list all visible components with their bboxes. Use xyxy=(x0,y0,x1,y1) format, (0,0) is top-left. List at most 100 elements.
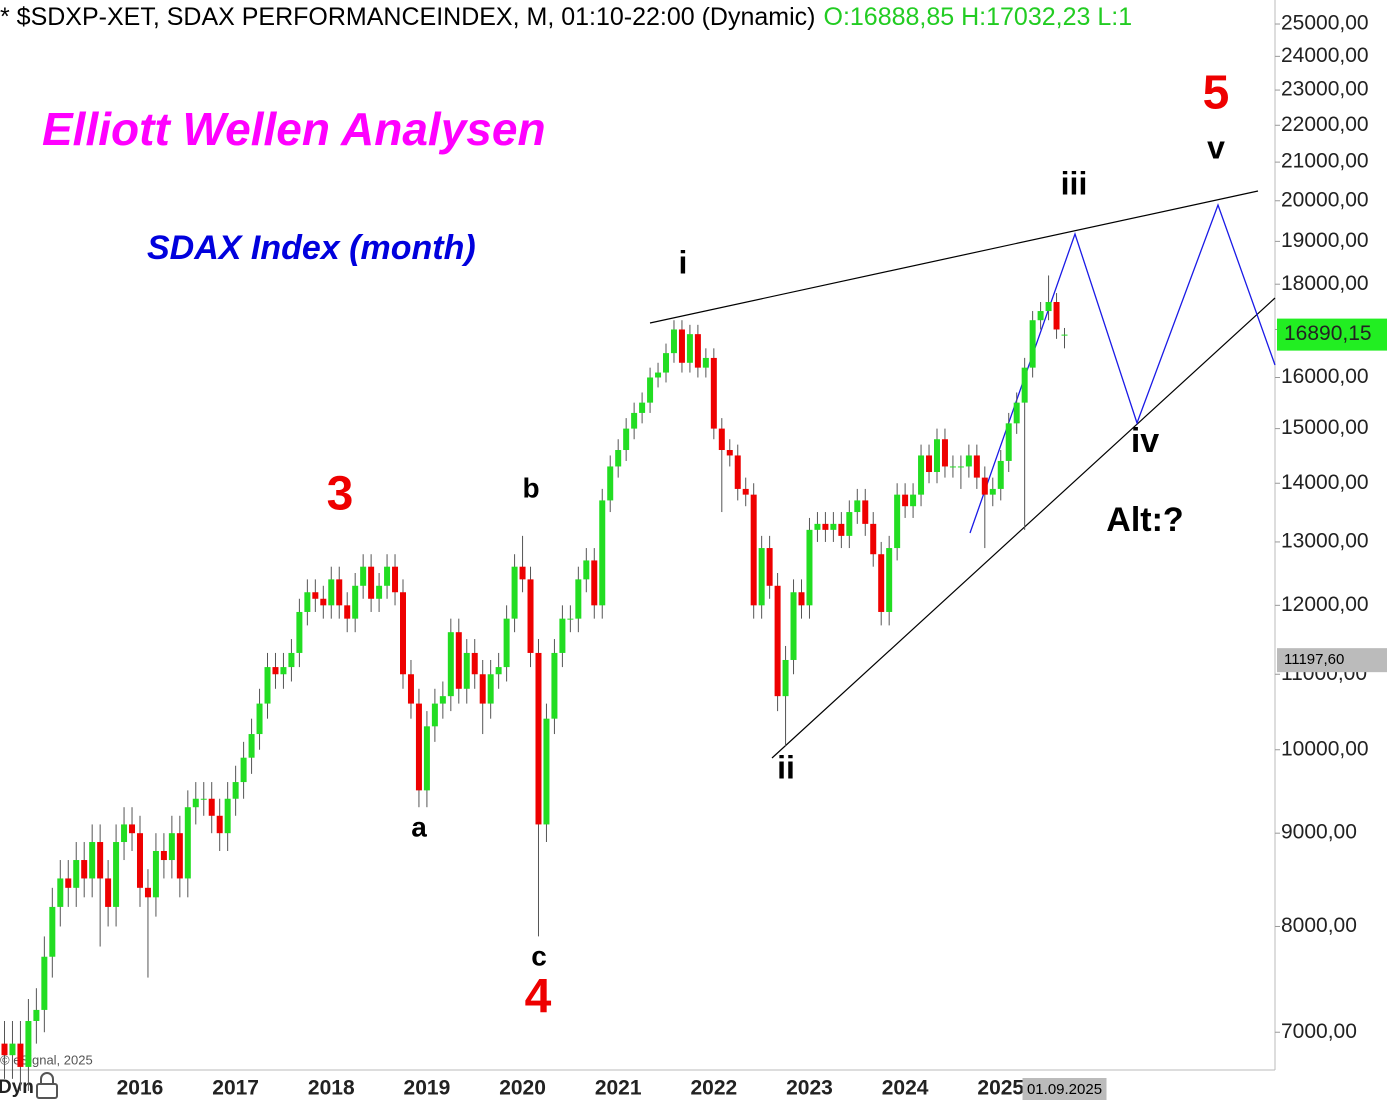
wave-label: ii xyxy=(777,749,795,785)
candle-body xyxy=(1053,302,1060,330)
header: * $SDXP-XET, SDAX PERFORMANCEINDEX, M, 0… xyxy=(0,3,1132,31)
x-tick-label: 2018 xyxy=(308,1077,355,1100)
candle-body xyxy=(192,798,199,808)
candle-body xyxy=(854,500,861,513)
chart-title: Elliott Wellen Analysen xyxy=(42,103,546,155)
candle-body xyxy=(129,824,136,834)
candle-body xyxy=(1029,320,1036,368)
candle-body xyxy=(878,554,885,612)
candle-body xyxy=(926,455,933,473)
candle-body xyxy=(726,450,733,456)
trend-line xyxy=(771,297,1276,759)
candle-body xyxy=(368,566,375,599)
candle-body xyxy=(814,523,821,530)
candle-body xyxy=(543,718,550,825)
candle-body xyxy=(607,466,614,501)
candle-body xyxy=(97,842,104,879)
x-tick-label: 2022 xyxy=(690,1077,737,1100)
candle-body xyxy=(1005,423,1012,461)
wave-label: Alt:? xyxy=(1106,501,1183,539)
candle-body xyxy=(575,579,582,619)
projection-path xyxy=(969,203,1276,534)
candle-body xyxy=(312,592,319,599)
candle-body xyxy=(519,566,526,580)
candle-body xyxy=(200,798,207,800)
candle-body xyxy=(599,500,606,606)
candle-body xyxy=(320,598,327,606)
candle-body xyxy=(583,560,590,580)
candle-body xyxy=(455,632,462,689)
y-tick-label: 16000,00 xyxy=(1281,365,1369,388)
candle-body xyxy=(1,1043,8,1056)
candle-body xyxy=(997,460,1004,489)
wave-label: a xyxy=(411,811,427,842)
candle-body xyxy=(957,466,964,468)
candle-body xyxy=(623,428,630,451)
y-tick-label: 22000,00 xyxy=(1281,113,1369,136)
candle-body xyxy=(894,494,901,549)
candle-body xyxy=(41,956,48,1010)
candle-body xyxy=(663,353,670,373)
candle-body xyxy=(423,726,430,791)
wave-label: c xyxy=(531,940,547,971)
date-box xyxy=(1022,1078,1107,1100)
candle-body xyxy=(216,815,223,834)
candle-body xyxy=(240,757,247,783)
candle-body xyxy=(224,798,231,834)
cursor-box xyxy=(1277,648,1387,673)
y-tick-label: 12000,00 xyxy=(1281,593,1369,616)
candle-body xyxy=(288,652,295,668)
candle-body xyxy=(487,674,494,704)
candle-body xyxy=(933,439,940,473)
wave-label: iii xyxy=(1061,165,1088,201)
candle-body xyxy=(256,703,263,735)
candle-body xyxy=(503,618,510,668)
price-label: 16890,15 xyxy=(1284,322,1372,345)
candle-body xyxy=(670,329,677,354)
trend-line xyxy=(649,190,1259,324)
candle-body xyxy=(176,833,183,879)
x-tick-label: 2023 xyxy=(786,1077,833,1100)
candle-body xyxy=(862,500,869,524)
x-tick-label: 2019 xyxy=(404,1077,451,1100)
wave-label: b xyxy=(522,472,539,503)
candle-body xyxy=(272,667,279,675)
candle-body xyxy=(447,632,454,697)
candle-body xyxy=(384,566,391,586)
candle-body xyxy=(790,592,797,660)
candle-body xyxy=(49,906,56,957)
candle-body xyxy=(918,455,925,495)
candle-body xyxy=(822,523,829,530)
candle-body xyxy=(639,402,646,413)
candle-body xyxy=(718,428,725,451)
candle-body xyxy=(989,488,996,495)
candle-body xyxy=(694,334,701,368)
ohlc-text: O:16888,85 H:17032,23 L:1 xyxy=(824,3,1133,31)
y-tick-label: 21000,00 xyxy=(1281,150,1369,173)
candle-body xyxy=(160,850,167,861)
candle-body xyxy=(73,860,80,888)
y-tick-label: 10000,00 xyxy=(1281,737,1369,760)
candle-body xyxy=(830,523,837,530)
date-label: 01.09.2025 xyxy=(1027,1081,1102,1098)
candle-body xyxy=(886,548,893,612)
candle-body xyxy=(870,523,877,555)
candle-body xyxy=(567,618,574,620)
candle-body xyxy=(742,488,749,495)
x-tick-label: 2024 xyxy=(882,1077,929,1100)
y-tick-label: 18000,00 xyxy=(1281,272,1369,295)
candle-body xyxy=(57,878,64,907)
candle-body xyxy=(798,592,805,606)
candle-body xyxy=(113,842,120,907)
candle-body xyxy=(463,652,470,689)
candle-body xyxy=(551,652,558,719)
wave-label: 5 xyxy=(1203,67,1230,120)
candle-body xyxy=(280,667,287,675)
candle-body xyxy=(121,824,128,843)
candle-body xyxy=(1037,311,1044,321)
candle-body xyxy=(631,412,638,429)
wave-label: 4 xyxy=(525,971,552,1024)
wave-label: v xyxy=(1207,129,1225,165)
candle-body xyxy=(774,585,781,697)
